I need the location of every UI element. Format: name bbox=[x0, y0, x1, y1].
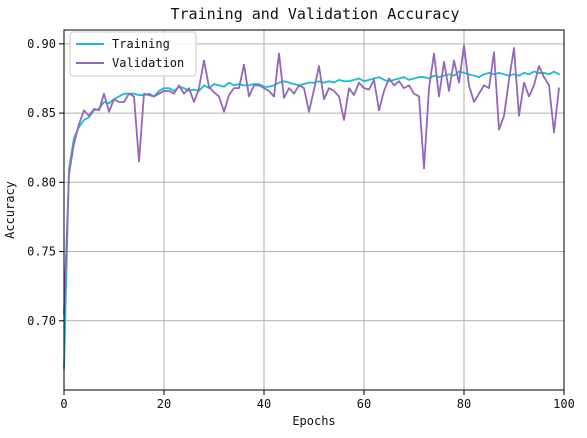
legend-label-training: Training bbox=[112, 37, 170, 51]
x-axis-label: Epochs bbox=[292, 414, 335, 428]
chart-title: Training and Validation Accuracy bbox=[171, 5, 460, 23]
x-tick-label: 0 bbox=[60, 397, 67, 411]
y-tick-label: 0.80 bbox=[27, 175, 56, 189]
plot-frame bbox=[63, 29, 565, 391]
y-tick-label: 0.90 bbox=[27, 37, 56, 51]
x-tick-label: 60 bbox=[357, 397, 371, 411]
axis-tick-labels: 0 20 40 60 80 100 0.70 0.75 0.80 0.85 0.90 bbox=[27, 37, 575, 411]
series-layer bbox=[63, 44, 560, 371]
y-tick-label: 0.75 bbox=[27, 245, 56, 259]
series-line-validation bbox=[63, 44, 560, 315]
series-line-training bbox=[63, 70, 560, 371]
x-tick-label: 100 bbox=[553, 397, 575, 411]
axis-ticks bbox=[59, 43, 565, 395]
x-tick-label: 40 bbox=[257, 397, 271, 411]
y-axis-label: Accuracy bbox=[3, 181, 17, 239]
y-tick-label: 0.70 bbox=[27, 314, 56, 328]
legend: Training Validation bbox=[69, 31, 197, 77]
y-tick-label: 0.85 bbox=[27, 106, 56, 120]
x-tick-label: 80 bbox=[457, 397, 471, 411]
legend-label-validation: Validation bbox=[112, 56, 184, 70]
x-tick-label: 20 bbox=[157, 397, 171, 411]
